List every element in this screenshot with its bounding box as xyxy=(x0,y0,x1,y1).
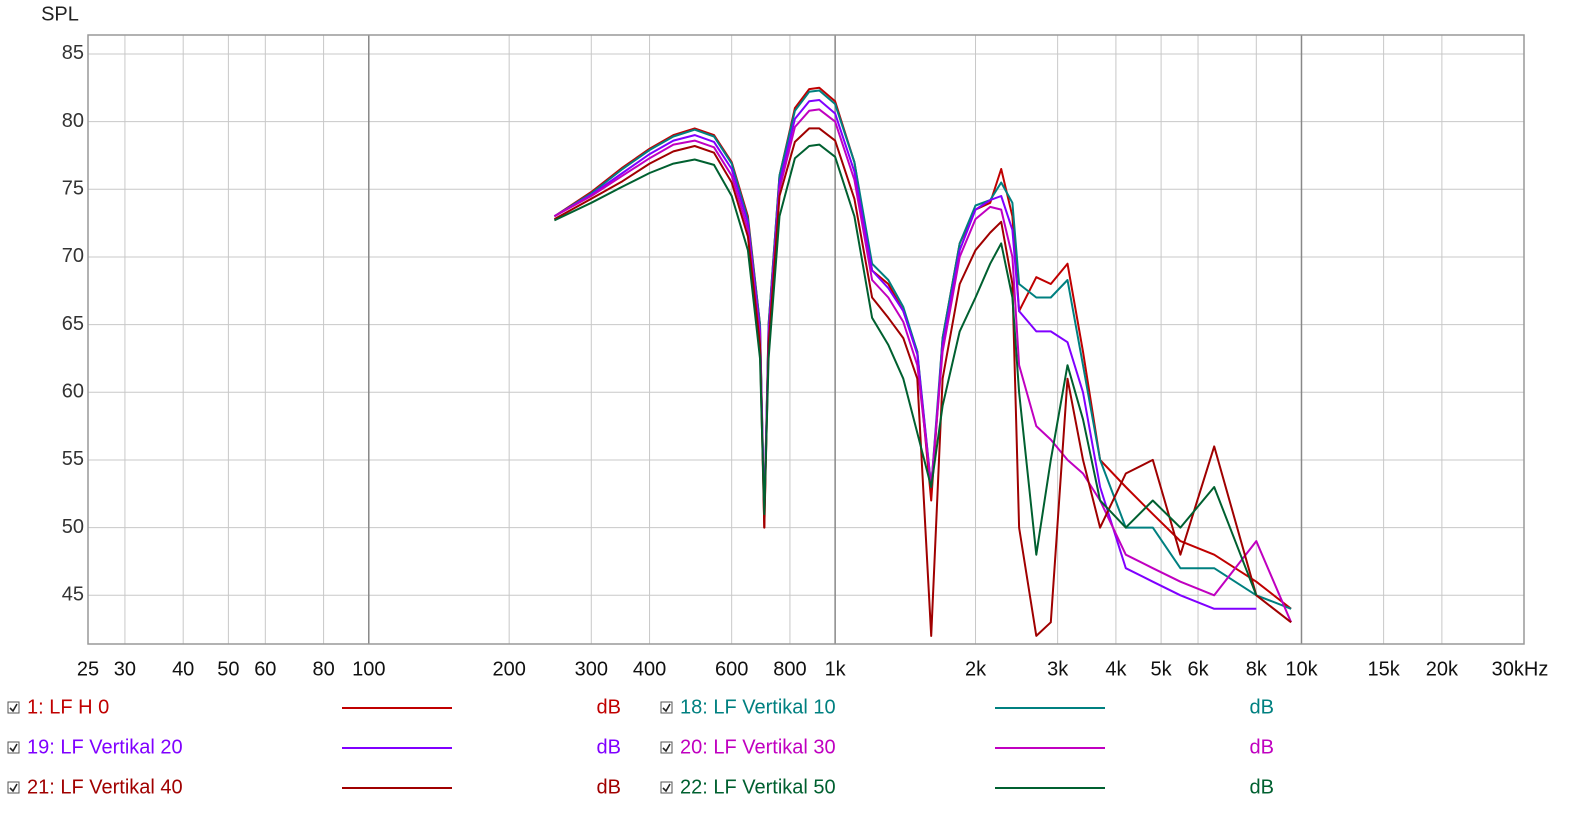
x-tick-label: 3k xyxy=(1047,658,1069,680)
x-tick-label: 30 xyxy=(114,658,136,680)
series-line xyxy=(553,143,1258,596)
legend-entry: 1: LF H 0 dB xyxy=(7,696,621,718)
y-tick-label: 70 xyxy=(62,245,84,267)
x-tick-label: 600 xyxy=(715,658,748,680)
x-tick-label: 2k xyxy=(965,658,987,680)
legend-unit: dB xyxy=(597,736,621,758)
y-tick-label: 60 xyxy=(62,381,84,403)
legend-unit: dB xyxy=(597,776,621,798)
legend-entry: 19: LF Vertikal 20 dB xyxy=(7,736,621,758)
x-tick-label: 800 xyxy=(773,658,806,680)
x-tick-label: 8k xyxy=(1246,658,1268,680)
legend-checkbox[interactable] xyxy=(7,781,20,794)
legend-unit: dB xyxy=(1250,736,1274,758)
y-tick-label: 80 xyxy=(62,110,84,132)
x-tick-label: 50 xyxy=(217,658,239,680)
x-tick-label: 15k xyxy=(1367,658,1400,680)
legend-checkmark xyxy=(662,743,671,753)
x-tick-label: 300 xyxy=(575,658,608,680)
legend-label: 1: LF H 0 xyxy=(27,696,109,718)
legend-checkbox[interactable] xyxy=(7,701,20,714)
x-tick-label: 400 xyxy=(633,658,666,680)
series-line xyxy=(553,99,1257,610)
plot-area xyxy=(87,34,1525,645)
y-axis-label: SPL xyxy=(41,3,79,25)
legend-entry: 18: LF Vertikal 10 dB xyxy=(660,696,1274,718)
y-tick-label: 65 xyxy=(62,313,84,335)
y-tick-label: 45 xyxy=(62,584,84,606)
legend-checkbox[interactable] xyxy=(660,701,673,714)
legend-label: 19: LF Vertikal 20 xyxy=(27,736,183,758)
plot-border xyxy=(87,34,1525,645)
x-tick-label: 40 xyxy=(172,658,194,680)
legend-checkbox[interactable] xyxy=(660,781,673,794)
legend-unit: dB xyxy=(1250,696,1274,718)
x-tick-label: 100 xyxy=(352,658,385,680)
x-tick-label: 20k xyxy=(1426,658,1459,680)
x-tick-label: 1k xyxy=(825,658,847,680)
legend-checkmark xyxy=(9,703,18,713)
legend-unit: dB xyxy=(1250,776,1274,798)
series-line xyxy=(553,127,1292,637)
legend-label: 22: LF Vertikal 50 xyxy=(680,776,836,798)
x-tick-label: 6k xyxy=(1187,658,1209,680)
legend-checkmark xyxy=(9,743,18,753)
legend-entry: 21: LF Vertikal 40 dB xyxy=(7,776,621,798)
legend-checkmark xyxy=(662,783,671,793)
legend-checkmark xyxy=(662,703,671,713)
x-tick-label: 10k xyxy=(1285,658,1318,680)
x-tick-label: 200 xyxy=(492,658,525,680)
legend-label: 21: LF Vertikal 40 xyxy=(27,776,183,798)
x-tick-label: 80 xyxy=(312,658,334,680)
y-tick-label: 85 xyxy=(62,42,84,64)
legend-entry: 22: LF Vertikal 50 dB xyxy=(660,776,1274,798)
legend-label: 20: LF Vertikal 30 xyxy=(680,736,836,758)
x-tick-label: 4k xyxy=(1105,658,1127,680)
x-tick-label: 30kHz xyxy=(1492,658,1549,680)
legend-unit: dB xyxy=(597,696,621,718)
y-tick-label: 75 xyxy=(62,178,84,200)
series-line xyxy=(553,89,1292,610)
legend-checkbox[interactable] xyxy=(660,741,673,754)
legend-checkbox[interactable] xyxy=(7,741,20,754)
y-tick-label: 55 xyxy=(62,448,84,470)
x-tick-label: 60 xyxy=(254,658,276,680)
y-tick-label: 50 xyxy=(62,516,84,538)
legend-checkmark xyxy=(9,783,18,793)
legend-entry: 20: LF Vertikal 30 dB xyxy=(660,736,1274,758)
legend-label: 18: LF Vertikal 10 xyxy=(680,696,836,718)
x-tick-label: 5k xyxy=(1151,658,1173,680)
x-tick-label: 25 xyxy=(77,658,99,680)
